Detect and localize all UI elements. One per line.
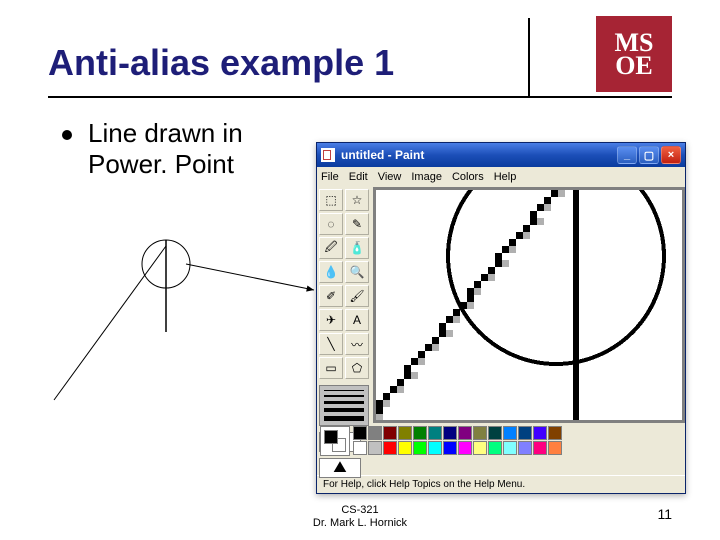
paint-menubar: File Edit View Image Colors Help — [317, 167, 685, 187]
color-swatch-1[interactable] — [353, 441, 367, 455]
tool-button-3[interactable]: ✎ — [345, 213, 369, 235]
paint-window: untitled - Paint _ ▢ × File Edit View Image… — [316, 142, 686, 494]
bullet-icon — [62, 130, 72, 140]
canvas-area — [373, 187, 685, 423]
tool-button-0[interactable]: ⬚ — [319, 189, 343, 211]
color-swatch-8[interactable] — [413, 426, 427, 440]
brush-width-2[interactable] — [324, 395, 364, 397]
color-swatch-25[interactable] — [533, 441, 547, 455]
logo-text-bottom: OE — [615, 54, 653, 77]
color-swatch-16[interactable] — [473, 426, 487, 440]
menu-item-image[interactable]: Image — [411, 171, 442, 183]
color-swatch-17[interactable] — [473, 441, 487, 455]
header-divider — [528, 18, 530, 96]
tool-button-12[interactable]: ╲ — [319, 333, 343, 355]
foreground-color-swatch[interactable] — [324, 430, 338, 444]
tool-button-7[interactable]: 🔍 — [345, 261, 369, 283]
brush-width-3[interactable] — [324, 401, 364, 404]
color-swatch-14[interactable] — [458, 426, 472, 440]
line-diagram — [48, 220, 328, 420]
msoe-logo: MS OE — [596, 16, 672, 92]
color-swatch-0[interactable] — [353, 426, 367, 440]
color-swatch-12[interactable] — [443, 426, 457, 440]
tool-button-2[interactable]: ◌ — [319, 213, 343, 235]
maximize-button[interactable]: ▢ — [639, 146, 659, 164]
tool-button-15[interactable]: ⬠ — [345, 357, 369, 379]
color-swatch-21[interactable] — [503, 441, 517, 455]
color-swatch-18[interactable] — [488, 426, 502, 440]
brush-width-4[interactable] — [324, 408, 364, 412]
menu-item-view[interactable]: View — [378, 171, 402, 183]
tool-button-4[interactable]: 🖉 — [319, 237, 343, 259]
menu-item-edit[interactable]: Edit — [349, 171, 368, 183]
tool-options — [319, 385, 369, 426]
menu-item-file[interactable]: File — [321, 171, 339, 183]
color-palette — [353, 426, 562, 472]
menu-item-help[interactable]: Help — [494, 171, 517, 183]
color-swatch-15[interactable] — [458, 441, 472, 455]
paint-body: ⬚☆◌✎🖉🧴💧🔍✐🖌✈A╲〰▭⬠ ⛰ ⛰ — [317, 187, 685, 423]
slide-title: Anti-alias example 1 — [48, 42, 394, 84]
footer-course: CS-321 — [0, 504, 720, 517]
color-swatch-13[interactable] — [443, 441, 457, 455]
color-swatch-20[interactable] — [503, 426, 517, 440]
color-swatch-10[interactable] — [428, 426, 442, 440]
brush-width-1[interactable] — [324, 390, 364, 391]
color-swatch-4[interactable] — [383, 426, 397, 440]
header-rule — [48, 96, 672, 98]
menu-item-colors[interactable]: Colors — [452, 171, 484, 183]
paint-title-text: untitled - Paint — [341, 148, 617, 162]
minimize-button[interactable]: _ — [617, 146, 637, 164]
color-box — [317, 423, 685, 475]
window-buttons: _ ▢ × — [617, 146, 681, 164]
tool-button-11[interactable]: A — [345, 309, 369, 331]
tool-grid: ⬚☆◌✎🖉🧴💧🔍✐🖌✈A╲〰▭⬠ — [319, 189, 371, 379]
color-swatch-24[interactable] — [533, 426, 547, 440]
color-swatch-23[interactable] — [518, 441, 532, 455]
tool-button-14[interactable]: ▭ — [319, 357, 343, 379]
color-swatch-5[interactable] — [383, 441, 397, 455]
tool-button-5[interactable]: 🧴 — [345, 237, 369, 259]
color-swatch-3[interactable] — [368, 441, 382, 455]
footer-author: Dr. Mark L. Hornick — [0, 517, 720, 530]
paint-statusbar: For Help, click Help Topics on the Help … — [317, 475, 685, 493]
color-swatch-19[interactable] — [488, 441, 502, 455]
color-swatch-9[interactable] — [413, 441, 427, 455]
color-swatch-6[interactable] — [398, 426, 412, 440]
color-swatch-22[interactable] — [518, 426, 532, 440]
canvas-drawing — [376, 190, 682, 420]
tool-button-13[interactable]: 〰 — [345, 333, 369, 355]
color-swatch-26[interactable] — [548, 426, 562, 440]
bullet-text: Line drawn in Power. Point — [88, 118, 298, 180]
color-swatch-2[interactable] — [368, 426, 382, 440]
color-swatch-7[interactable] — [398, 441, 412, 455]
current-colors[interactable] — [320, 426, 350, 456]
page-number: 11 — [657, 506, 672, 522]
close-button[interactable]: × — [661, 146, 681, 164]
paint-titlebar[interactable]: untitled - Paint _ ▢ × — [317, 143, 685, 167]
tool-button-6[interactable]: 💧 — [319, 261, 343, 283]
paint-app-icon — [321, 148, 335, 162]
color-swatch-11[interactable] — [428, 441, 442, 455]
tool-button-10[interactable]: ✈ — [319, 309, 343, 331]
paint-toolbox: ⬚☆◌✎🖉🧴💧🔍✐🖌✈A╲〰▭⬠ ⛰ ⛰ — [317, 187, 373, 423]
paint-canvas[interactable] — [376, 190, 682, 420]
slide-footer: CS-321 Dr. Mark L. Hornick — [0, 504, 720, 530]
tool-button-8[interactable]: ✐ — [319, 285, 343, 307]
tool-button-9[interactable]: 🖌 — [345, 285, 369, 307]
brush-width-5[interactable] — [324, 416, 364, 421]
tool-button-1[interactable]: ☆ — [345, 189, 369, 211]
color-swatch-27[interactable] — [548, 441, 562, 455]
